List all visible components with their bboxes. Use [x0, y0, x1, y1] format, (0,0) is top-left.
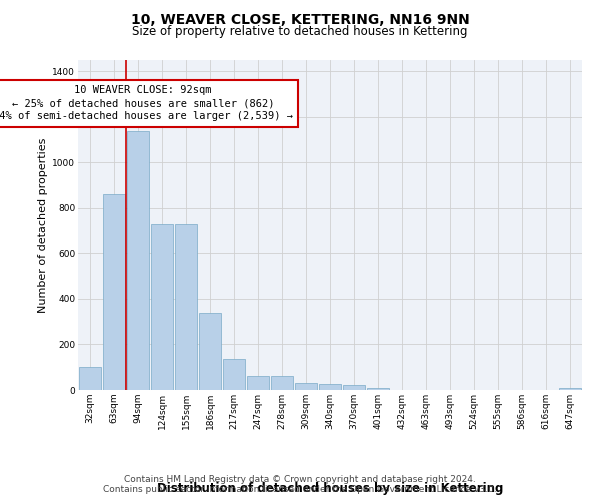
Bar — [175, 224, 197, 390]
X-axis label: Distribution of detached houses by size in Kettering: Distribution of detached houses by size … — [157, 482, 503, 495]
Bar — [247, 376, 269, 390]
Bar — [319, 384, 341, 390]
Text: 10, WEAVER CLOSE, KETTERING, NN16 9NN: 10, WEAVER CLOSE, KETTERING, NN16 9NN — [131, 12, 469, 26]
Bar — [127, 130, 149, 390]
Bar — [271, 376, 293, 390]
Text: Size of property relative to detached houses in Kettering: Size of property relative to detached ho… — [132, 25, 468, 38]
Bar — [295, 383, 317, 390]
Bar — [151, 224, 173, 390]
Bar — [343, 386, 365, 390]
Bar — [223, 360, 245, 390]
Text: Contains HM Land Registry data © Crown copyright and database right 2024.
Contai: Contains HM Land Registry data © Crown c… — [103, 474, 497, 494]
Bar — [79, 367, 101, 390]
Bar — [199, 312, 221, 390]
Bar — [559, 388, 581, 390]
Y-axis label: Number of detached properties: Number of detached properties — [38, 138, 48, 312]
Text: 10 WEAVER CLOSE: 92sqm
← 25% of detached houses are smaller (862)
74% of semi-de: 10 WEAVER CLOSE: 92sqm ← 25% of detached… — [0, 85, 293, 122]
Bar — [367, 388, 389, 390]
Bar — [103, 194, 125, 390]
